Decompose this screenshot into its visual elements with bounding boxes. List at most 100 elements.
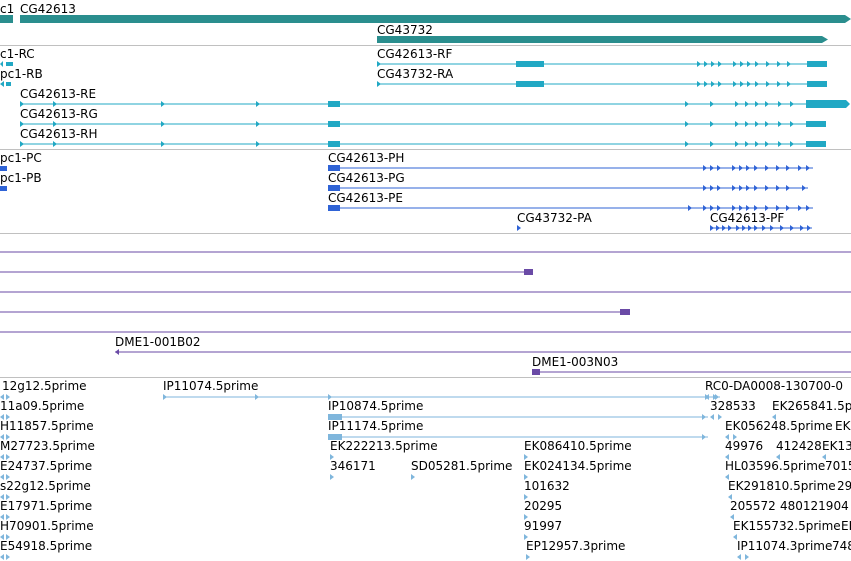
- gene-glyph-cg42613[interactable]: [20, 15, 851, 23]
- transcript-label[interactable]: CG43732-PA: [517, 211, 592, 225]
- est-glyph[interactable]: [328, 413, 713, 421]
- est-glyph[interactable]: [772, 413, 792, 421]
- est-glyph[interactable]: [524, 473, 534, 481]
- cdna-alignment[interactable]: [0, 308, 640, 316]
- est-glyph[interactable]: [524, 453, 534, 461]
- est-label[interactable]: s22g12.5prime: [0, 479, 91, 493]
- est-glyph[interactable]: [776, 453, 788, 461]
- est-label[interactable]: SD05281.5prime: [411, 459, 513, 473]
- est-glyph[interactable]: [822, 453, 834, 461]
- est-label[interactable]: 101632: [524, 479, 570, 493]
- est-label[interactable]: 11a09.5prime: [0, 399, 85, 413]
- est-glyph[interactable]: [0, 473, 12, 481]
- transcript-glyph[interactable]: [20, 140, 831, 148]
- transcript-label[interactable]: CG42613-RF: [377, 47, 453, 61]
- transcript-label[interactable]: pc1-RB: [0, 67, 43, 81]
- est-glyph[interactable]: [728, 493, 740, 501]
- est-label[interactable]: EK056248.5prime: [725, 419, 833, 433]
- est-label[interactable]: 12g12.5prime: [2, 379, 87, 393]
- gene-label-cg42613[interactable]: CG42613: [20, 2, 76, 16]
- gene-label-cg43732[interactable]: CG43732: [377, 23, 433, 37]
- est-label[interactable]: E54918.5prime: [0, 539, 93, 553]
- est-label[interactable]: 205572: [730, 499, 776, 513]
- transcript-label[interactable]: CG42613-RH: [20, 127, 98, 141]
- est-label[interactable]: IP11074.5prime: [163, 379, 259, 393]
- transcript-glyph[interactable]: [20, 100, 851, 108]
- est-label[interactable]: 20295: [524, 499, 563, 513]
- cdna-alignment[interactable]: [0, 248, 851, 256]
- est-glyph[interactable]: [733, 533, 745, 541]
- est-glyph[interactable]: [0, 533, 12, 541]
- est-glyph[interactable]: [725, 473, 737, 481]
- est-glyph[interactable]: [411, 473, 421, 481]
- est-glyph[interactable]: [730, 513, 742, 521]
- est-glyph[interactable]: [163, 393, 725, 401]
- est-glyph[interactable]: [725, 453, 737, 461]
- est-glyph[interactable]: [524, 533, 534, 541]
- transcript-glyph[interactable]: [377, 80, 829, 88]
- est-glyph[interactable]: [725, 433, 745, 441]
- est-glyph[interactable]: [0, 453, 12, 461]
- est-label[interactable]: RC0-DA0008-130700-0: [705, 379, 843, 393]
- est-label[interactable]: 412428: [776, 439, 822, 453]
- est-glyph[interactable]: [710, 413, 730, 421]
- transcript-glyph[interactable]: [377, 60, 829, 68]
- est-label[interactable]: 480121904: [780, 499, 849, 513]
- gene-glyph-pc1[interactable]: [0, 15, 14, 23]
- est-label[interactable]: IP10874.5prime: [328, 399, 424, 413]
- est-glyph[interactable]: [330, 453, 340, 461]
- est-glyph[interactable]: [0, 393, 12, 401]
- transcript-glyph[interactable]: [20, 120, 831, 128]
- cdna-alignment[interactable]: [0, 328, 851, 336]
- est-label[interactable]: EK: [835, 419, 851, 433]
- transcript-label[interactable]: pc1-PB: [0, 171, 42, 185]
- est-label[interactable]: EK291810.5prime: [728, 479, 836, 493]
- est-label[interactable]: IP11074.3prime: [737, 539, 833, 553]
- est-label[interactable]: 49976: [725, 439, 764, 453]
- est-label[interactable]: EK222213.5prime: [330, 439, 438, 453]
- transcript-label[interactable]: c1-RC: [0, 47, 35, 61]
- est-label[interactable]: 328533: [710, 399, 756, 413]
- est-label[interactable]: EK086410.5prime: [524, 439, 632, 453]
- est-label[interactable]: H70901.5prime: [0, 519, 94, 533]
- est-label[interactable]: 346171: [330, 459, 376, 473]
- est-label[interactable]: E17971.5prime: [0, 499, 93, 513]
- transcript-label[interactable]: CG42613-PH: [328, 151, 405, 165]
- cdna-label[interactable]: DME1-003N03: [532, 355, 619, 369]
- est-glyph[interactable]: [526, 553, 536, 561]
- est-label[interactable]: H11857.5prime: [0, 419, 94, 433]
- est-label[interactable]: EK13: [822, 439, 851, 453]
- transcript-glyph[interactable]: [517, 224, 525, 232]
- est-label[interactable]: 91997: [524, 519, 563, 533]
- transcript-glyph[interactable]: [328, 204, 818, 212]
- transcript-label[interactable]: CG42613-PE: [328, 191, 403, 205]
- est-glyph[interactable]: [330, 473, 340, 481]
- transcript-label[interactable]: CG42613-RG: [20, 107, 98, 121]
- est-glyph[interactable]: [0, 413, 12, 421]
- transcript-label[interactable]: CG43732-RA: [377, 67, 454, 81]
- est-label[interactable]: EK155732.5prime: [733, 519, 841, 533]
- est-label[interactable]: EP12957.3prime: [526, 539, 626, 553]
- cdna-label[interactable]: DME1-001B02: [115, 335, 201, 349]
- transcript-glyph[interactable]: [0, 61, 14, 69]
- cdna-alignment[interactable]: [532, 368, 851, 376]
- transcript-glyph[interactable]: [0, 81, 14, 89]
- est-label[interactable]: 748: [832, 539, 851, 553]
- est-label[interactable]: IP11174.5prime: [328, 419, 424, 433]
- est-glyph[interactable]: [0, 433, 12, 441]
- transcript-label[interactable]: CG42613-PF: [710, 211, 785, 225]
- est-label[interactable]: M27723.5prime: [0, 439, 95, 453]
- transcript-glyph[interactable]: [710, 224, 816, 232]
- est-label[interactable]: 29: [837, 479, 851, 493]
- transcript-label[interactable]: pc1-PC: [0, 151, 42, 165]
- est-glyph[interactable]: [328, 433, 713, 441]
- transcript-glyph[interactable]: [0, 165, 12, 173]
- transcript-glyph[interactable]: [328, 164, 818, 172]
- est-glyph[interactable]: [705, 393, 851, 401]
- est-label[interactable]: EK024134.5prime: [524, 459, 632, 473]
- cdna-alignment[interactable]: [115, 348, 851, 356]
- transcript-glyph[interactable]: [0, 185, 12, 193]
- est-glyph[interactable]: [0, 513, 12, 521]
- est-label[interactable]: EK: [841, 519, 851, 533]
- est-label[interactable]: EK265841.5p: [772, 399, 851, 413]
